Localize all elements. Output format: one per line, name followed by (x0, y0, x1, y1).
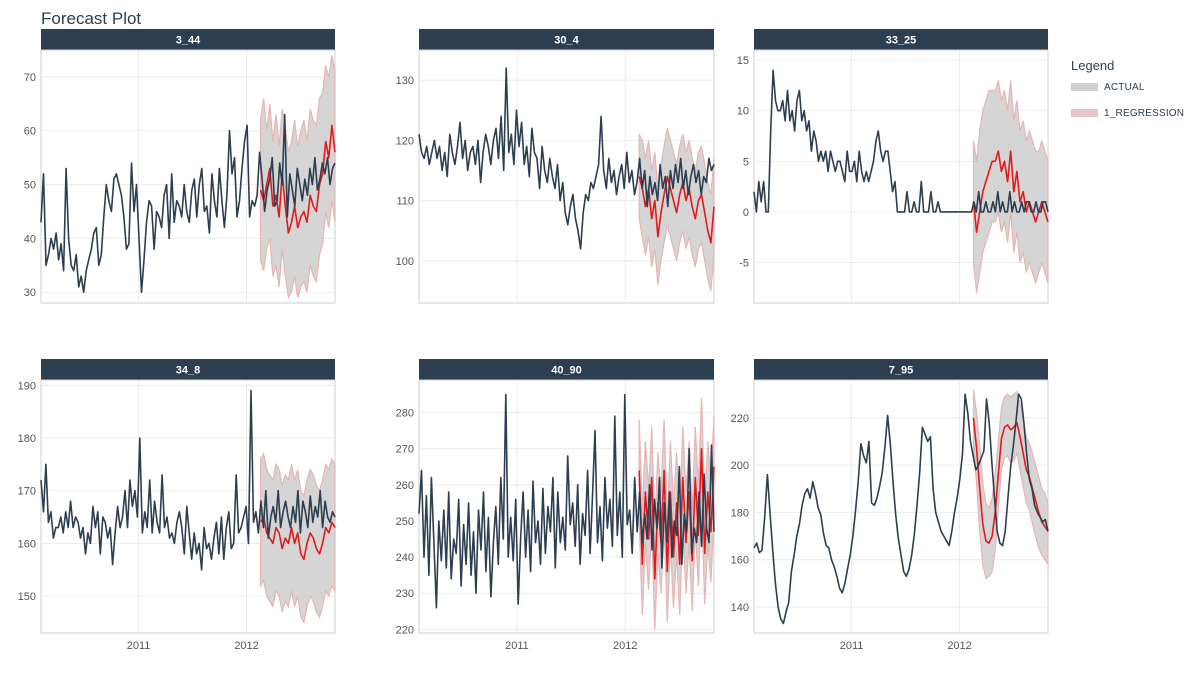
y-tick-label: 170 (18, 486, 36, 498)
y-tick-label: 15 (737, 55, 749, 67)
facet-panel-0: 3_44 30 40 50 60 70 (24, 29, 336, 304)
actual-line (40, 113, 336, 293)
y-tick-label: 160 (731, 555, 749, 567)
y-tick-label: 230 (396, 588, 414, 600)
x-tick-label: 2012 (613, 640, 637, 652)
x-tick-label: 2011 (840, 640, 864, 652)
y-tick-label: 260 (396, 480, 414, 492)
forecast-line (972, 417, 1049, 544)
x-tick-label: 2011 (505, 640, 529, 652)
y-tick-label: 100 (396, 256, 414, 268)
facet-panel-2: 33_25 -5 0 5 10 15 (737, 29, 1049, 304)
legend-label-actual: ACTUAL (1104, 81, 1145, 93)
y-tick-label: 180 (18, 433, 36, 445)
x-tick-label: 2011 (127, 640, 151, 652)
y-tick-label: 60 (24, 126, 36, 138)
legend-item-regression[interactable]: 1_REGRESSION (1071, 102, 1196, 124)
y-tick-label: 110 (396, 196, 414, 208)
facet-panel-5: 7_95 140 160 180 200 220 2011 2012 (731, 359, 1049, 652)
y-tick-label: 240 (396, 552, 414, 564)
actual-line (40, 389, 336, 571)
legend-title: Legend (1071, 58, 1115, 73)
y-tick-label: 140 (731, 602, 749, 614)
facet-strip (754, 29, 1048, 50)
facet-strip (41, 29, 335, 50)
facet-strip-label: 40_90 (551, 365, 582, 377)
y-tick-label: 250 (396, 516, 414, 528)
y-tick-label: 5 (743, 156, 749, 168)
y-tick-label: 280 (396, 408, 414, 420)
facet-strip (754, 359, 1048, 380)
y-tick-label: 200 (731, 460, 749, 472)
facet-strip (419, 359, 714, 380)
y-tick-label: 10 (737, 106, 749, 118)
forecast-line (259, 516, 336, 560)
forecast-line (972, 150, 1049, 233)
actual-line (753, 393, 1049, 625)
facet-panel-1: 30_4 100 110 120 130 (396, 29, 715, 304)
y-tick-label: 220 (731, 413, 749, 425)
x-tick-label: 2012 (234, 640, 258, 652)
facet-strip-label: 33_25 (886, 35, 917, 47)
y-tick-label: 0 (743, 207, 749, 219)
facet-strip-label: 34_8 (176, 365, 200, 377)
actual-line (418, 67, 715, 250)
forecast-line (638, 447, 715, 580)
y-tick-label: 70 (24, 72, 36, 84)
x-tick-label: 2012 (947, 640, 971, 652)
y-tick-label: 120 (396, 135, 414, 147)
legend-item-actual[interactable]: ACTUAL (1071, 76, 1196, 98)
y-tick-label: 180 (731, 507, 749, 519)
confidence-band (972, 80, 1049, 293)
facet-strip (41, 359, 335, 380)
y-tick-label: 150 (18, 591, 36, 603)
facet-strip-label: 7_95 (889, 365, 913, 377)
facet-strip (419, 29, 714, 50)
facet-strip-label: 3_44 (176, 35, 201, 47)
y-tick-label: 190 (18, 380, 36, 392)
y-tick-label: -5 (739, 258, 749, 270)
y-tick-label: 220 (396, 624, 414, 636)
legend: Legend ACTUAL 1_REGRESSION (1071, 58, 1196, 124)
forecast-line (259, 124, 336, 234)
facet-panel-4: 40_90 220 230 240 250 260 270 280 2011 2012 (396, 359, 715, 652)
y-tick-label: 40 (24, 233, 36, 245)
y-tick-label: 130 (396, 75, 414, 87)
page-title: Forecast Plot (41, 9, 142, 28)
legend-swatch-regression (1071, 109, 1098, 117)
y-tick-label: 160 (18, 538, 36, 550)
actual-line (753, 69, 1049, 213)
y-tick-label: 30 (24, 287, 36, 299)
legend-swatch-actual (1071, 83, 1098, 91)
legend-label-regression: 1_REGRESSION (1104, 107, 1185, 119)
y-tick-label: 50 (24, 180, 36, 192)
y-tick-label: 270 (396, 444, 414, 456)
facet-panel-3: 34_8 150 160 170 180 190 2011 2012 (18, 359, 336, 652)
facet-strip-label: 30_4 (554, 35, 579, 47)
actual-line (418, 393, 715, 609)
